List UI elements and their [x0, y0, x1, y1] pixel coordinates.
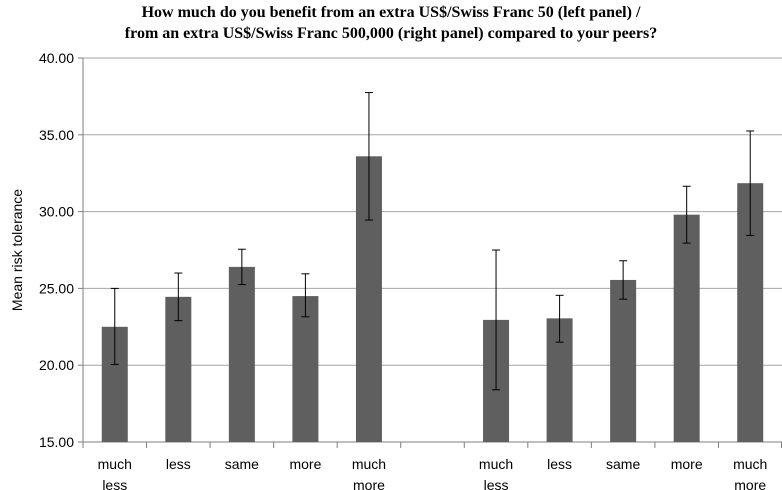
- x-tick-label: more: [671, 456, 703, 472]
- chart-title-line-1: How much do you benefit from an extra US…: [141, 4, 641, 21]
- x-tick-label: less: [166, 456, 191, 472]
- x-tick-label: more: [353, 477, 385, 490]
- x-tick-label: less: [547, 456, 572, 472]
- x-tick-label: less: [102, 477, 127, 490]
- y-tick-label: 35.00: [39, 127, 74, 143]
- bar: [228, 266, 255, 442]
- bar: [292, 296, 319, 442]
- x-tick-label: much: [98, 456, 132, 472]
- y-tick-label: 15.00: [39, 434, 74, 450]
- bar: [673, 214, 700, 442]
- bar: [610, 279, 637, 442]
- y-axis-label: Mean risk tolerance: [9, 189, 25, 311]
- x-tick-label: same: [225, 456, 259, 472]
- y-tick-label: 25.00: [39, 280, 74, 296]
- x-tick-label: more: [289, 456, 321, 472]
- x-tick-label: much: [352, 456, 386, 472]
- x-tick-label: more: [734, 477, 766, 490]
- x-tick-label: less: [484, 477, 509, 490]
- chart-title-line-2: from an extra US$/Swiss Franc 500,000 (r…: [124, 25, 658, 42]
- y-tick-label: 40.00: [39, 50, 74, 66]
- x-tick-label: much: [479, 456, 513, 472]
- x-tick-label: much: [733, 456, 767, 472]
- y-tick-label: 20.00: [39, 357, 74, 373]
- x-tick-label: same: [606, 456, 640, 472]
- y-tick-label: 30.00: [39, 204, 74, 220]
